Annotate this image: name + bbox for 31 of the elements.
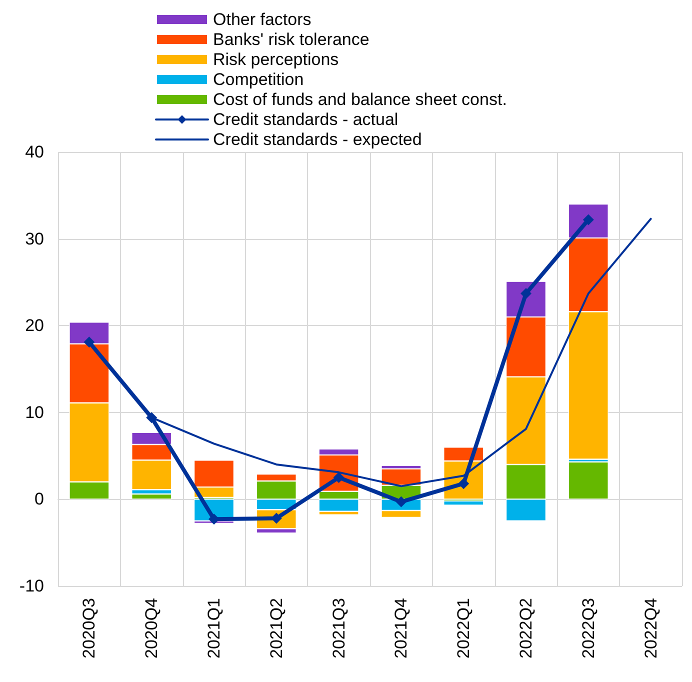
- x-tick-label: 2020Q4: [142, 598, 162, 658]
- x-tick-label: 2020Q3: [80, 598, 99, 658]
- bar: [568, 462, 608, 500]
- legend-label: Other factors: [213, 10, 312, 29]
- legend-label: Cost of funds and balance sheet const.: [213, 90, 507, 109]
- point: [208, 514, 220, 525]
- point: [146, 412, 158, 424]
- legend-label: Credit standards - actual: [213, 110, 398, 129]
- bar: [444, 500, 484, 506]
- x-tick-label: 2021Q3: [329, 598, 348, 658]
- y-tick-label: 40: [25, 142, 44, 162]
- point: [84, 336, 95, 348]
- legend-label: Competition: [213, 70, 304, 89]
- legend-label: Banks' risk tolerance: [213, 30, 370, 49]
- x-tick-label: 2021Q2: [266, 598, 286, 658]
- legend-label: Credit standards - expected: [213, 130, 422, 149]
- y-tick-label: -10: [19, 576, 44, 596]
- y-tick-label: 20: [25, 316, 44, 336]
- point: [396, 496, 407, 508]
- x-tick-label: 2021Q1: [204, 598, 224, 658]
- point: [520, 288, 532, 299]
- legend-label: Risk perceptions: [213, 50, 339, 69]
- x-tick-label: 2022Q4: [641, 598, 660, 658]
- bar: [132, 494, 172, 500]
- x-tick-label: 2021Q4: [392, 598, 411, 658]
- y-tick-label: 10: [25, 402, 44, 422]
- y-tick-label: 0: [34, 490, 44, 509]
- y-tick-label: 30: [25, 229, 44, 248]
- x-tick-label: 2022Q2: [516, 598, 536, 658]
- x-tick-label: 2022Q1: [454, 598, 474, 658]
- x-tick-label: 2022Q3: [578, 598, 598, 658]
